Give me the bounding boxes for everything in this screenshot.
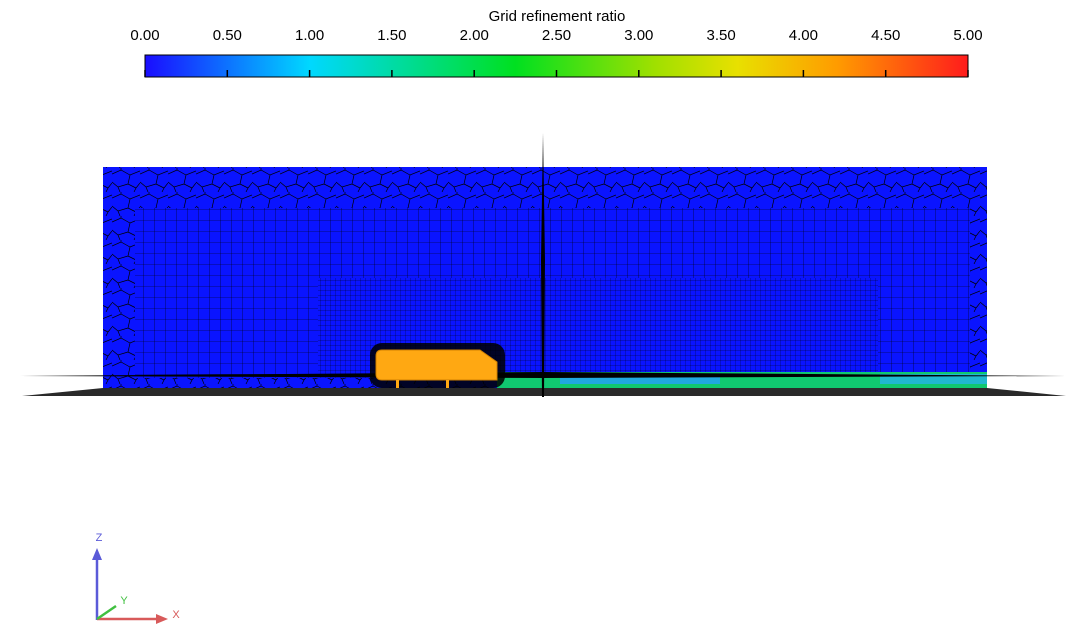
x-arrow — [156, 614, 168, 624]
tick-label: 3.50 — [706, 27, 735, 44]
wheel — [396, 380, 399, 388]
tick-label: 3.00 — [624, 27, 653, 44]
tick-label: 0.50 — [213, 27, 242, 44]
axis-triad: Z Y X — [92, 532, 180, 624]
tick-label: 0.00 — [130, 27, 159, 44]
y-label: Y — [120, 595, 128, 607]
tick-label: 1.00 — [295, 27, 324, 44]
viewport: Grid refinement ratio 0.00 0.50 1.00 1.50 2.… — [0, 0, 1074, 625]
tick-label: 5.00 — [953, 27, 982, 44]
colorbar: 0.00 0.50 1.00 1.50 2.00 2.50 3.00 3.50 4.00 4.50… — [130, 27, 982, 77]
tick-label: 4.50 — [871, 27, 900, 44]
z-label: Z — [96, 532, 103, 544]
wheel — [446, 380, 449, 388]
mesh-view — [20, 133, 1066, 397]
vehicle — [376, 350, 497, 380]
tick-label: 2.50 — [542, 27, 571, 44]
x-label: X — [172, 609, 180, 621]
tick-label: 1.50 — [377, 27, 406, 44]
colorbar-title: Grid refinement ratio — [489, 8, 626, 25]
z-arrow — [92, 548, 102, 560]
tick-label: 4.00 — [789, 27, 818, 44]
y-axis — [97, 606, 116, 619]
tick-label: 2.00 — [460, 27, 489, 44]
